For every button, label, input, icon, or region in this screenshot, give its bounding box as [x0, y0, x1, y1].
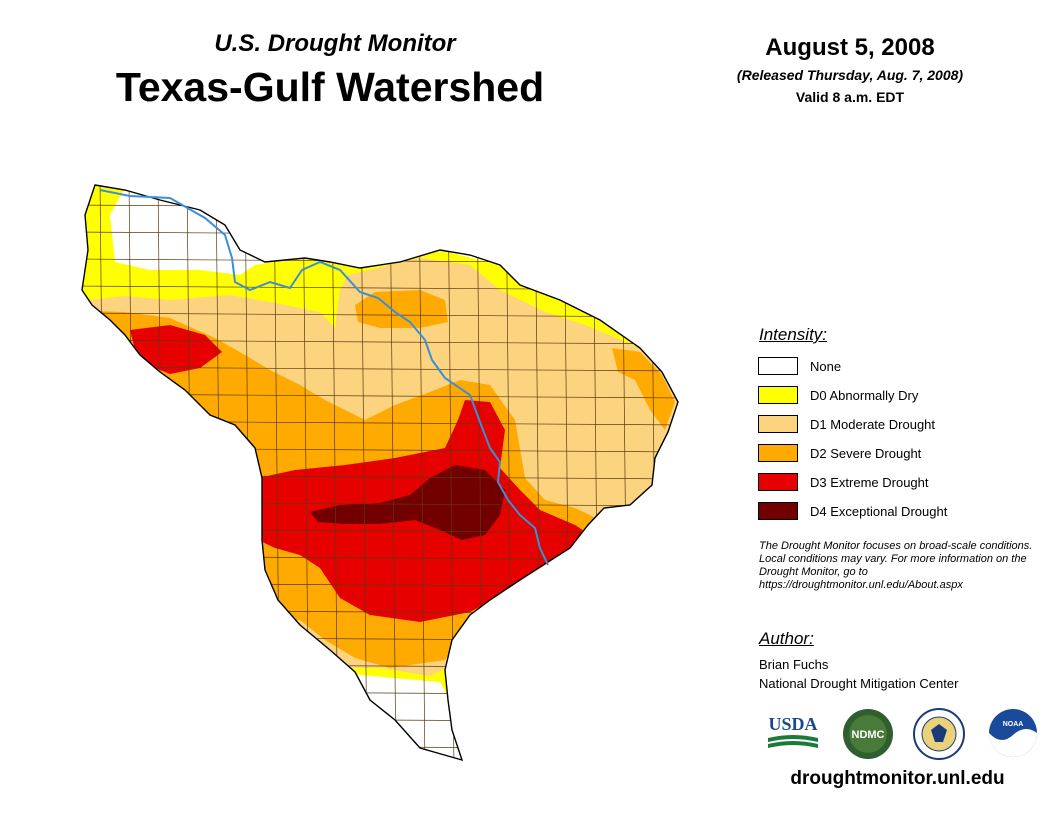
- map-title: Texas-Gulf Watershed: [115, 64, 545, 110]
- ndmc-logo: NDMC: [843, 709, 893, 759]
- legend-label: D0 Abnormally Dry: [810, 387, 919, 403]
- website-url[interactable]: droughtmonitor.unl.edu: [790, 768, 1005, 789]
- legend-item: D4 Exceptional Drought: [758, 501, 947, 521]
- svg-text:USDA: USDA: [768, 714, 817, 734]
- category-d2-area-east: [612, 348, 675, 430]
- drought-layers: [82, 180, 686, 770]
- category-d3-area-west: [130, 325, 222, 374]
- county-line: [389, 185, 397, 760]
- legend-item: None: [758, 356, 841, 376]
- county-line: [82, 339, 678, 345]
- legend-swatch: [758, 502, 798, 520]
- noaa-logo: NOAA: [989, 709, 1037, 757]
- release-date: (Released Thursday, Aug. 7, 2008): [736, 67, 964, 83]
- legend-swatch: [758, 415, 798, 433]
- valid-time: Valid 8 a.m. EDT: [795, 89, 905, 105]
- legend-label: D4 Exceptional Drought: [810, 503, 948, 519]
- author-organization: National Drought Mitigation Center: [759, 676, 959, 691]
- category-d4-area: [310, 465, 505, 540]
- commerce-seal-logo: [913, 708, 965, 760]
- legend-swatch: [758, 444, 798, 462]
- county-line: [82, 312, 678, 318]
- usda-logo: USDA: [768, 714, 818, 748]
- disclaimer-note: The Drought Monitor focuses on broad-sca…: [759, 540, 1033, 591]
- red-river-line: [99, 189, 549, 566]
- county-line: [82, 744, 678, 750]
- noaa-logo-text: NOAA: [1003, 721, 1024, 728]
- legend-swatch: [758, 357, 798, 375]
- county-line: [360, 185, 368, 760]
- legend-swatch: [758, 473, 798, 491]
- watershed-boundary: [81, 184, 679, 762]
- legend-item: D3 Extreme Drought: [758, 472, 929, 492]
- legend-label: D2 Severe Drought: [810, 445, 922, 461]
- legend-title: Intensity:: [759, 325, 828, 344]
- svg-text:NDMC: NDMC: [852, 729, 885, 741]
- legend-label: D3 Extreme Drought: [810, 474, 929, 490]
- county-line: [418, 185, 426, 760]
- map-date: August 5, 2008: [765, 34, 935, 61]
- legend-swatch: [758, 386, 798, 404]
- county-line: [82, 366, 678, 372]
- legend-item: D0 Abnormally Dry: [758, 385, 918, 405]
- author-heading: Author:: [759, 629, 814, 648]
- county-line: [82, 717, 678, 723]
- author-name: Brian Fuchs: [759, 657, 829, 672]
- legend-item: D2 Severe Drought: [758, 443, 921, 463]
- county-line: [680, 180, 686, 770]
- legend-label: D1 Moderate Drought: [810, 416, 936, 432]
- legend-item: D1 Moderate Drought: [758, 414, 935, 434]
- legend-label: None: [810, 358, 842, 374]
- map-subtitle: U.S. Drought Monitor: [214, 30, 456, 57]
